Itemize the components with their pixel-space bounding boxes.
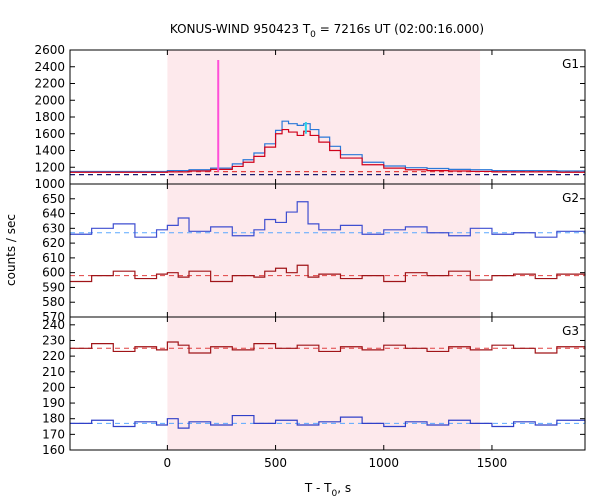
- G3-y-tick-label: 210: [42, 365, 65, 379]
- G2-series-0: [70, 201, 586, 238]
- G2-y-tick-label: 570: [42, 310, 65, 324]
- G1-y-tick-label: 2600: [34, 43, 65, 57]
- G3-y-tick-label: 220: [42, 349, 65, 363]
- G3-series-1: [70, 414, 586, 429]
- x-axis-label-subscript: 0: [332, 489, 338, 499]
- x-tick-label: 500: [264, 456, 287, 470]
- G3-panel-label: G3: [562, 324, 579, 338]
- G2-series-1: [70, 264, 586, 283]
- G2-y-tick-label: 640: [42, 207, 65, 221]
- G2-y-tick-label: 600: [42, 266, 65, 280]
- G2-y-tick-label: 580: [42, 295, 65, 309]
- G1-series-0: [70, 120, 585, 173]
- G3-series-0: [70, 341, 586, 354]
- G2-y-tick-label: 620: [42, 236, 65, 250]
- G2-panel-label: G2: [562, 191, 579, 205]
- G2-y-tick-label: 630: [42, 221, 65, 235]
- G1-y-tick-label: 2400: [34, 60, 65, 74]
- G3-y-tick-label: 180: [42, 412, 65, 426]
- G3-y-tick-label: 240: [42, 318, 65, 332]
- x-axis-label-suffix: , s: [337, 481, 351, 495]
- x-axis-label: T - T0, s: [304, 481, 351, 499]
- G1-y-tick-label: 2000: [34, 93, 65, 107]
- x-tick-label: 0: [164, 456, 172, 470]
- G3-y-tick-label: 190: [42, 396, 65, 410]
- G1-series-1: [70, 128, 585, 173]
- x-tick-label: 1000: [368, 456, 399, 470]
- G1-y-tick-label: 1600: [34, 127, 65, 141]
- G3-y-tick-label: 230: [42, 333, 65, 347]
- chart-title-subscript: 0: [310, 30, 316, 40]
- chart-title-suffix: = 7216s UT (02:00:16.000): [316, 22, 484, 36]
- G1-y-tick-label: 1800: [34, 110, 65, 124]
- G2-y-tick-label: 650: [42, 192, 65, 206]
- shaded-interval: [167, 50, 481, 450]
- G1-y-tick-label: 1000: [34, 177, 65, 191]
- chart-title: KONUS-WIND 950423 T0 = 7216s UT (02:00:1…: [170, 22, 484, 40]
- chart-title-prefix: KONUS-WIND 950423 T: [170, 22, 311, 36]
- G3-y-tick-label: 170: [42, 427, 65, 441]
- G2-y-tick-label: 590: [42, 280, 65, 294]
- G1-y-tick-label: 2200: [34, 77, 65, 91]
- x-tick-label: 1500: [477, 456, 508, 470]
- x-axis-label-prefix: T - T: [304, 481, 332, 495]
- G1-y-tick-label: 1400: [34, 144, 65, 158]
- G3-panel-frame: [69, 316, 586, 451]
- plot-area: G1100012001400160018002000220024002600G2…: [34, 43, 586, 470]
- y-axis-label: counts / sec: [4, 214, 18, 286]
- G3-y-tick-label: 160: [42, 443, 65, 457]
- G2-y-tick-label: 610: [42, 251, 65, 265]
- G3-y-tick-label: 200: [42, 380, 65, 394]
- G1-y-tick-label: 1200: [34, 160, 65, 174]
- G1-panel-label: G1: [562, 57, 579, 71]
